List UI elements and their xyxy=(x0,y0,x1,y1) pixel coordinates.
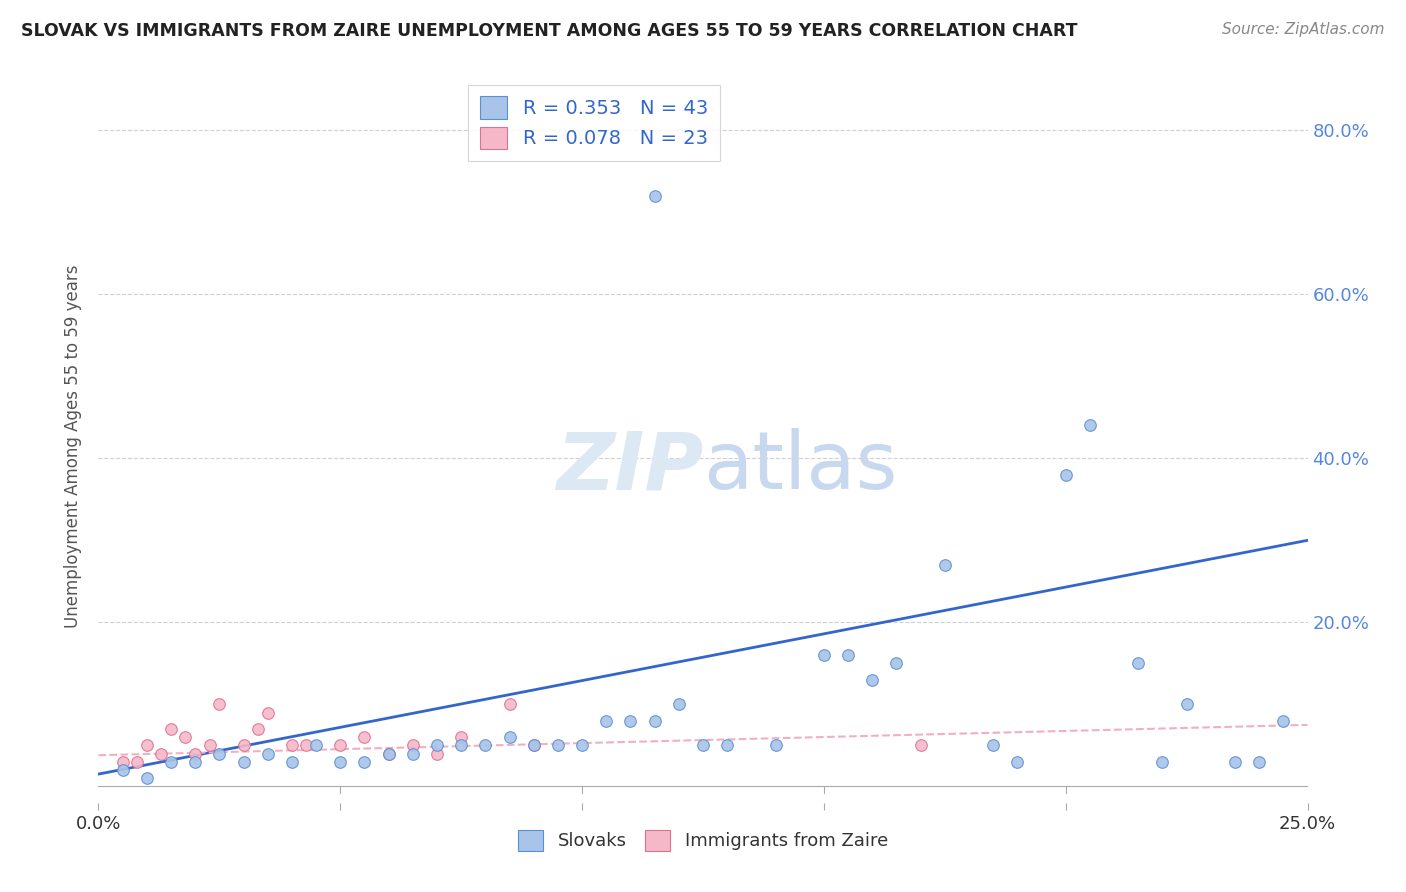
Point xyxy=(450,730,472,744)
Point xyxy=(426,747,449,761)
Point xyxy=(160,722,183,736)
Point xyxy=(127,755,149,769)
Point xyxy=(184,747,207,761)
Point xyxy=(329,755,352,769)
Point xyxy=(402,747,425,761)
Point xyxy=(377,747,399,761)
Point xyxy=(135,739,157,753)
Point xyxy=(305,739,328,753)
Point xyxy=(571,739,593,753)
Point xyxy=(910,739,932,753)
Point xyxy=(813,648,835,662)
Point xyxy=(208,747,231,761)
Text: atlas: atlas xyxy=(703,428,897,507)
Point xyxy=(981,739,1004,753)
Point xyxy=(198,739,221,753)
Point xyxy=(1249,755,1271,769)
Point xyxy=(619,714,641,728)
Point xyxy=(716,739,738,753)
Point xyxy=(232,755,254,769)
Point xyxy=(184,755,207,769)
Point xyxy=(135,771,157,785)
Point xyxy=(295,739,318,753)
Point xyxy=(111,763,134,777)
Point xyxy=(498,698,520,712)
Point xyxy=(256,706,278,720)
Point xyxy=(595,714,617,728)
Point xyxy=(644,189,666,203)
Point xyxy=(377,747,399,761)
Legend: Slovaks, Immigrants from Zaire: Slovaks, Immigrants from Zaire xyxy=(510,822,896,858)
Point xyxy=(765,739,787,753)
Point xyxy=(860,673,883,687)
Point xyxy=(523,739,546,753)
Point xyxy=(247,722,270,736)
Point xyxy=(281,755,304,769)
Point xyxy=(402,739,425,753)
Point xyxy=(160,755,183,769)
Point xyxy=(111,755,134,769)
Point xyxy=(1223,755,1246,769)
Point xyxy=(329,739,352,753)
Point xyxy=(934,558,956,572)
Point xyxy=(1272,714,1295,728)
Point xyxy=(692,739,714,753)
Point xyxy=(353,755,375,769)
Point xyxy=(1175,698,1198,712)
Point xyxy=(1078,418,1101,433)
Point xyxy=(523,739,546,753)
Point xyxy=(208,698,231,712)
Point xyxy=(256,747,278,761)
Point xyxy=(353,730,375,744)
Text: ZIP: ZIP xyxy=(555,428,703,507)
Point xyxy=(668,698,690,712)
Text: SLOVAK VS IMMIGRANTS FROM ZAIRE UNEMPLOYMENT AMONG AGES 55 TO 59 YEARS CORRELATI: SLOVAK VS IMMIGRANTS FROM ZAIRE UNEMPLOY… xyxy=(21,22,1077,40)
Point xyxy=(1007,755,1029,769)
Point xyxy=(450,739,472,753)
Point xyxy=(837,648,859,662)
Point xyxy=(474,739,496,753)
Point xyxy=(1128,657,1150,671)
Point xyxy=(498,730,520,744)
Point xyxy=(174,730,197,744)
Point xyxy=(886,657,908,671)
Point xyxy=(547,739,569,753)
Point xyxy=(1152,755,1174,769)
Point xyxy=(1054,467,1077,482)
Point xyxy=(644,714,666,728)
Text: Source: ZipAtlas.com: Source: ZipAtlas.com xyxy=(1222,22,1385,37)
Point xyxy=(281,739,304,753)
Y-axis label: Unemployment Among Ages 55 to 59 years: Unemployment Among Ages 55 to 59 years xyxy=(65,264,83,628)
Point xyxy=(426,739,449,753)
Point xyxy=(150,747,173,761)
Point xyxy=(232,739,254,753)
